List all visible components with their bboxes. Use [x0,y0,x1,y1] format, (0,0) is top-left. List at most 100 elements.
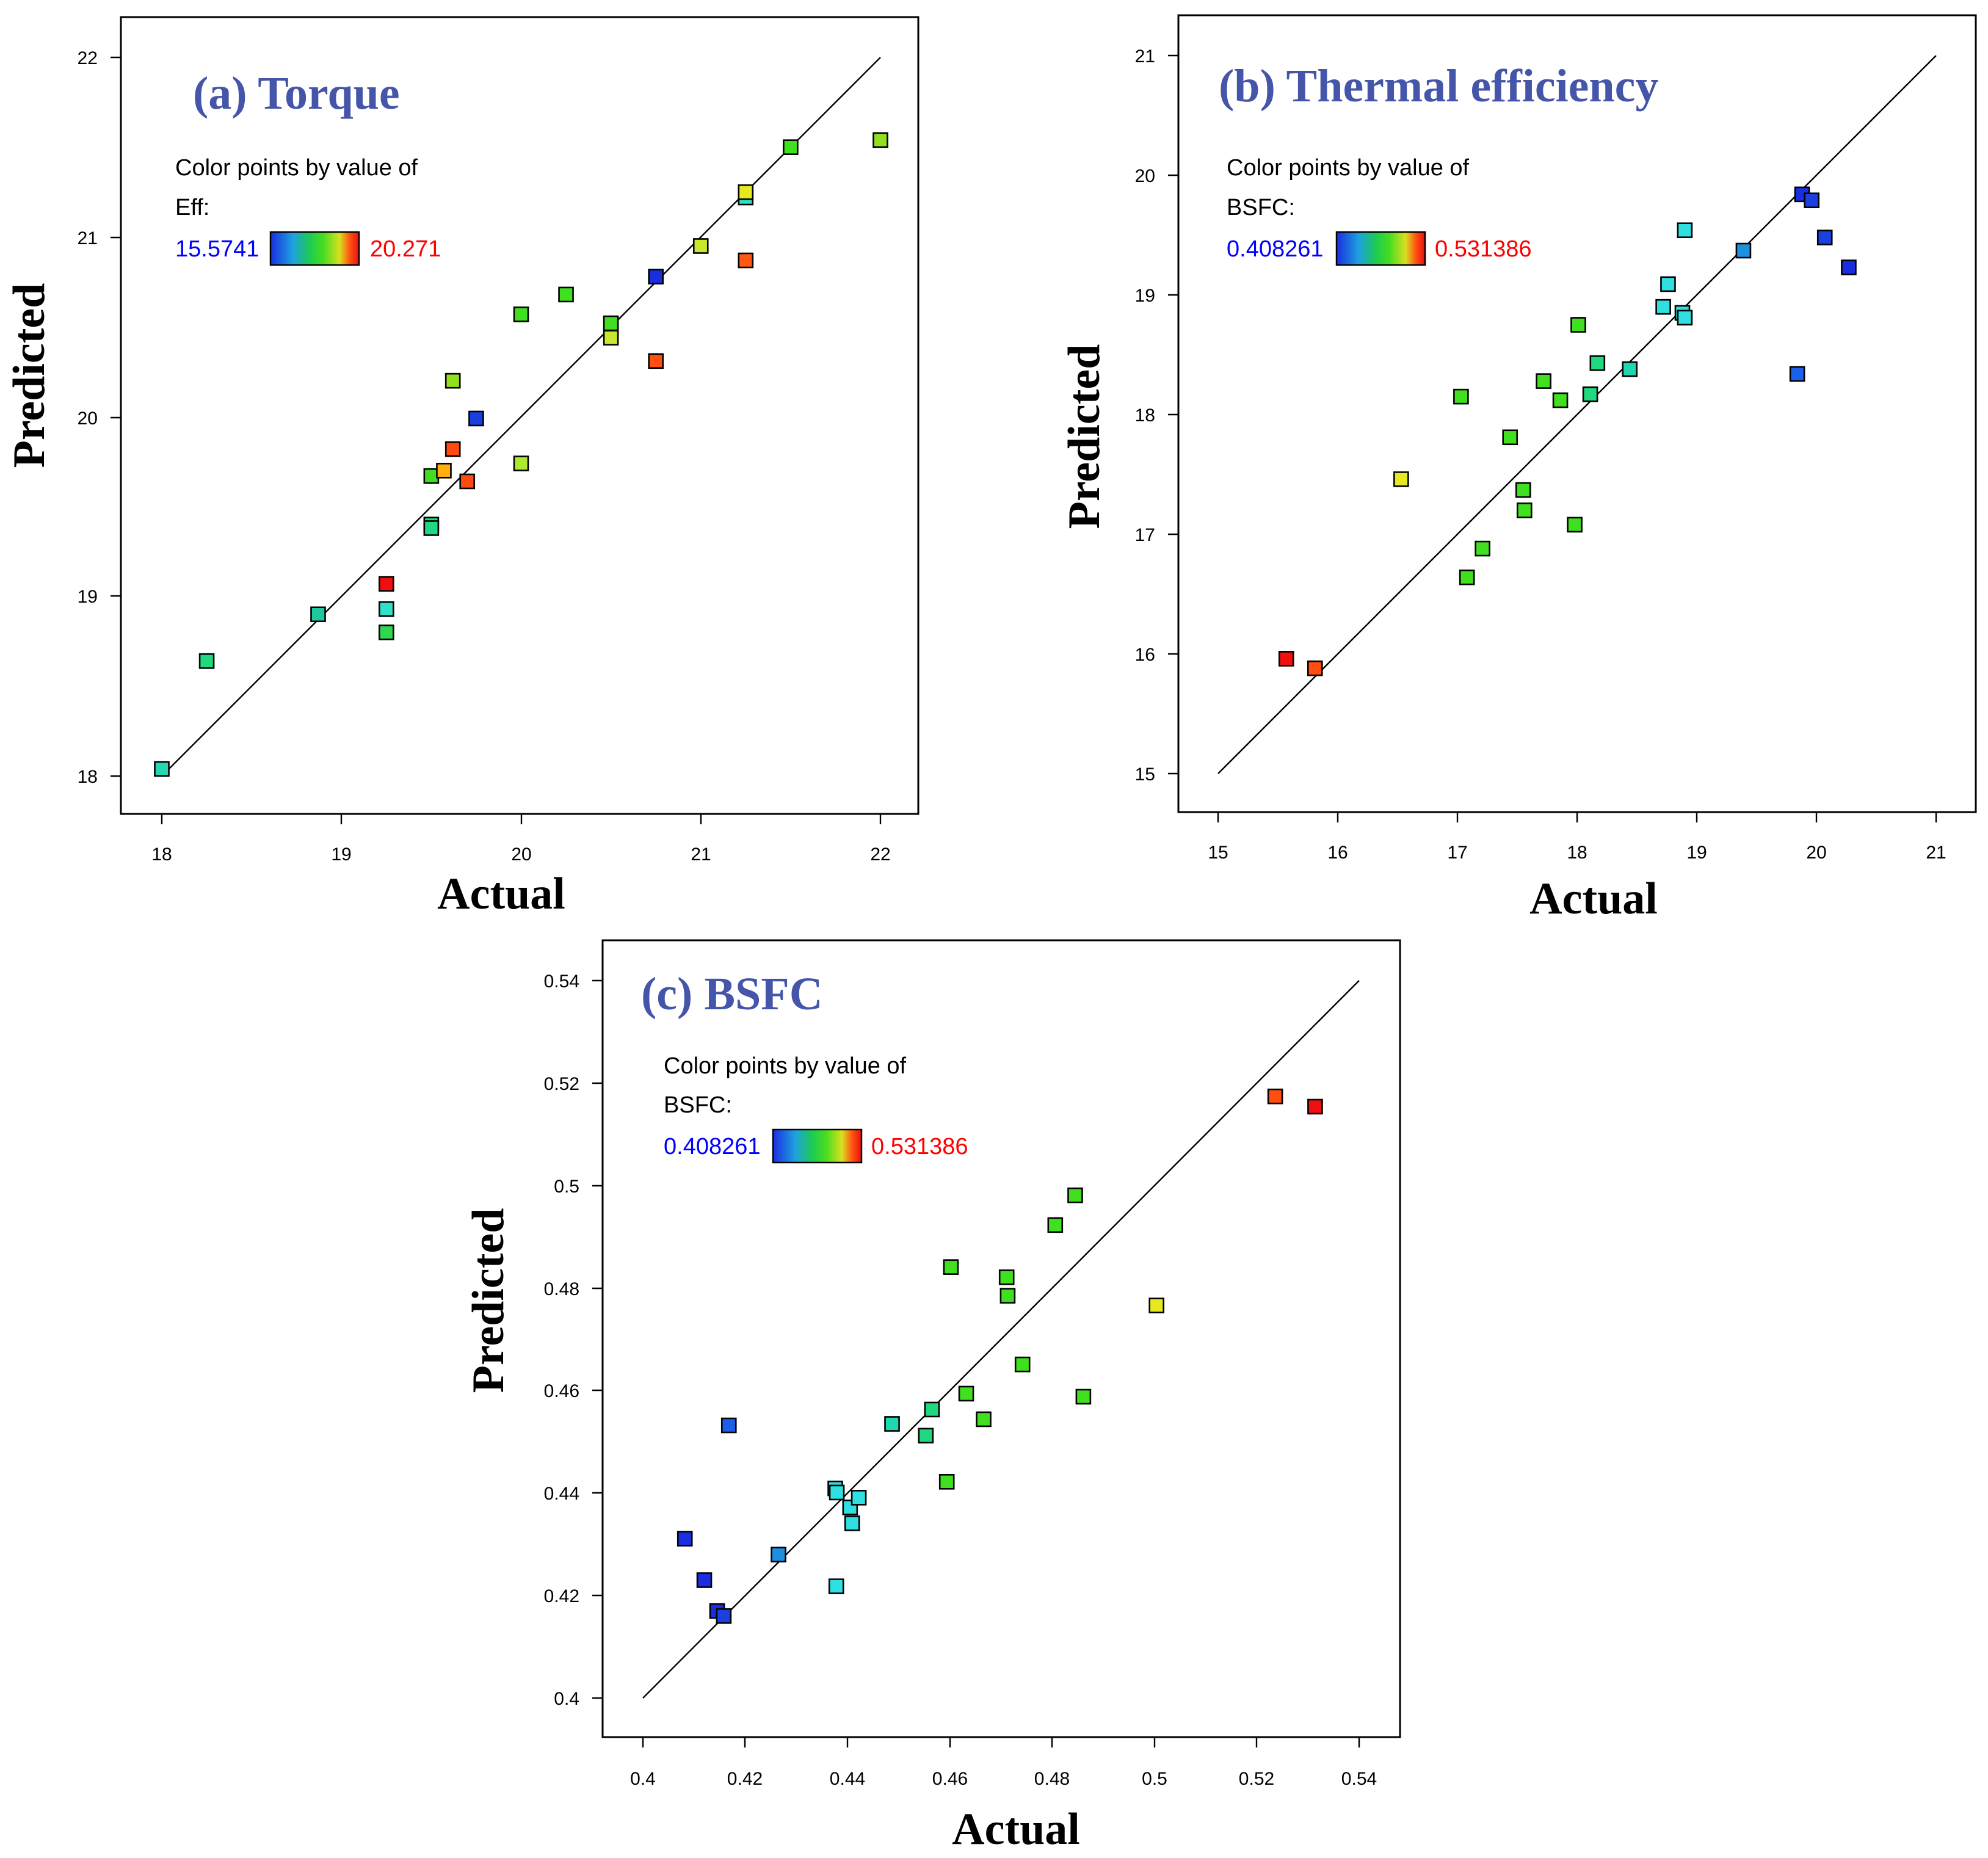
legend-min-value: 15.5741 [175,236,259,262]
data-point [1622,361,1638,377]
y-tick-label: 20 [78,408,98,429]
x-tick-label: 16 [1327,843,1348,863]
legend-caption: Color points by value of [664,1053,907,1079]
data-point [999,1288,1016,1304]
data-point [379,576,394,592]
colorbar [270,232,359,265]
data-point [783,139,799,155]
data-point [603,330,619,346]
y-tick-label: 18 [1135,405,1155,426]
x-tick-label: 0.42 [727,1769,763,1789]
data-point [648,353,664,369]
data-point [692,238,709,254]
y-ticks: 0.4 0.42 0.44 0.46 0.48 0.5 0.52 0.54 [544,971,603,1709]
data-point [1515,482,1531,498]
x-tick-label: 15 [1208,843,1228,863]
data-point [1677,310,1693,326]
x-tick-label: 0.48 [1034,1769,1070,1789]
data-point [1536,373,1551,389]
data-point [513,306,529,322]
y-tick-label: 21 [78,228,98,249]
data-point [720,1417,737,1434]
y-tick-label: 0.4 [554,1689,579,1709]
legend-max-value: 0.531386 [1435,236,1532,262]
plot-frame [120,16,920,815]
x-axis-title: Actual [437,869,565,919]
legend-max-value: 0.531386 [871,1134,968,1159]
data-point [1307,660,1323,677]
data-point [771,1547,786,1562]
y-tick-label: 0.52 [544,1074,579,1094]
y-tick-label: 0.46 [544,1381,579,1401]
y-tick-label: 19 [1135,286,1155,306]
data-point [1393,471,1409,487]
legend-caption: Color points by value of [1227,155,1470,181]
data-point [872,132,888,148]
data-point [468,410,484,427]
y-tick-label: 22 [78,48,98,68]
data-points [677,1088,1323,1624]
legend-variable: Eff: [175,195,209,220]
data-point [884,1416,900,1432]
data-point [1014,1356,1031,1373]
data-point [696,1572,713,1588]
data-points [154,132,888,777]
data-point [1735,242,1752,259]
x-tick-label: 22 [870,844,890,865]
y-tick-label: 20 [1135,166,1155,186]
y-tick-label: 19 [78,587,98,607]
y-tick-label: 16 [1135,645,1155,665]
legend-variable: BSFC: [664,1092,732,1118]
data-point [1148,1297,1165,1313]
y-ticks: 15 16 17 18 19 20 21 [1135,46,1178,785]
panel-title: (b) Thermal efficiency [1219,60,1658,112]
data-point [1841,259,1857,275]
data-point [1067,1187,1083,1203]
x-tick-label: 0.44 [830,1769,865,1789]
data-point [436,462,452,479]
data-point [1453,388,1469,405]
x-axis-title: Actual [1529,874,1658,924]
legend-min-value: 0.408261 [1227,236,1324,262]
x-tick-label: 21 [1926,843,1946,863]
x-tick-label: 19 [1686,843,1707,863]
x-tick-label: 0.46 [932,1769,968,1789]
legend-caption: Color points by value of [175,155,418,181]
y-tick-label: 0.54 [544,971,579,992]
data-point [1789,366,1805,382]
data-point [829,1484,845,1501]
panel-bsfc: 0.4 0.42 0.44 0.46 0.48 0.5 0.52 0.54 0.… [463,939,1401,1854]
x-tick-label: 0.54 [1341,1769,1377,1789]
panel-torque: 18 19 20 21 22 18 19 20 21 22 Actual Pre… [4,16,920,919]
data-point [1278,651,1294,667]
data-point [976,1411,992,1428]
data-points [1278,186,1857,677]
data-point [738,252,754,269]
colorbar-frame [269,231,360,266]
y-tick-label: 0.44 [544,1484,579,1504]
data-point [918,1428,934,1444]
data-point [1075,1388,1092,1405]
x-tick-label: 0.52 [1239,1769,1274,1789]
data-point [1677,222,1693,238]
data-point [1570,317,1586,333]
data-point [154,761,170,777]
x-axis-title: Actual [952,1804,1080,1854]
data-point [558,286,574,303]
x-ticks: 18 19 20 21 22 [151,814,891,865]
colorbar-frame [1335,231,1426,266]
panel-title: (a) Torque [193,68,400,119]
data-point [1475,540,1490,557]
legend-variable: BSFC: [1227,195,1295,220]
data-point [379,601,394,617]
data-point [1552,392,1569,408]
y-tick-label: 17 [1135,525,1155,545]
reference-line [642,980,1360,1699]
x-tick-label: 19 [331,844,351,865]
data-point [938,1474,955,1490]
color-legend: Color points by value of Eff: 15.5741 20… [175,155,441,266]
x-tick-label: 18 [1567,843,1587,863]
data-point [998,1269,1015,1285]
panel-title: (c) BSFC [641,968,823,1020]
data-point [1660,276,1676,292]
